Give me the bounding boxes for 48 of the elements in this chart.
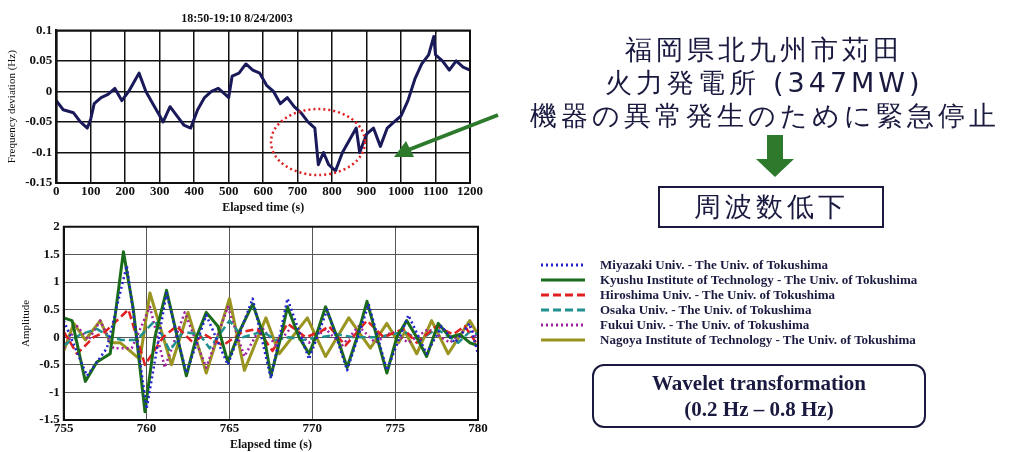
y-tick-label: 0.5 xyxy=(43,300,61,316)
x-tick-label: 1100 xyxy=(422,183,449,199)
x-tick-label: 300 xyxy=(149,183,170,199)
y-tick-label: -0.5 xyxy=(39,356,61,372)
x-tick-label: 100 xyxy=(81,183,101,199)
x-tick-label: 1200 xyxy=(457,183,483,199)
legend-label: Fukui Univ. - The Univ. of Tokushima xyxy=(600,316,810,333)
y-axis-title: Frequency deviation (Hz) xyxy=(5,49,19,164)
x-tick-label: 1000 xyxy=(388,183,415,199)
legend-label: Nagoya Institute of Technology - The Univ. of Tokushima xyxy=(600,331,916,348)
x-tick-label: 800 xyxy=(322,183,342,199)
legend-label: Kyushu Institute of Technology - The Univ. of Tokushima xyxy=(600,271,918,288)
x-axis-title: Elapsed time (s) xyxy=(229,436,312,451)
x-tick-label: 700 xyxy=(287,183,308,199)
y-tick-label: -1 xyxy=(48,383,60,399)
x-tick-label: 765 xyxy=(219,420,240,436)
x-tick-label: 775 xyxy=(385,420,406,436)
x-tick-label: 400 xyxy=(184,183,204,199)
y-tick-label: -0.05 xyxy=(25,113,53,129)
legend-label: Miyazaki Univ. - The Univ. of Tokushima xyxy=(600,256,829,273)
text: 機器の異常発生のために緊急停止 xyxy=(528,99,1001,132)
x-tick-label: 760 xyxy=(136,420,157,436)
x-tick-label: 200 xyxy=(115,183,135,199)
chart-title: 18:50-19:10 8/24/2003 xyxy=(181,11,293,26)
y-tick-label: 0.05 xyxy=(29,52,53,68)
text: 火力発電所 (347MW) xyxy=(604,66,925,99)
y-tick-label: 2 xyxy=(53,218,60,234)
text: 周波数低下 xyxy=(658,186,884,228)
x-tick-label: 900 xyxy=(356,183,377,199)
y-tick-label: -0.1 xyxy=(31,143,53,159)
x-tick-label: 600 xyxy=(253,183,273,199)
legend-label: Osaka Univ. - The Univ. of Tokushima xyxy=(600,301,812,318)
y-tick-label: -0.15 xyxy=(25,174,53,190)
x-tick-label: 770 xyxy=(302,420,323,436)
y-tick-label: 1 xyxy=(53,273,60,289)
x-tick-label: 780 xyxy=(468,420,488,436)
line-series xyxy=(63,319,478,353)
x-tick-label: 500 xyxy=(218,183,239,199)
y-tick-label: 0 xyxy=(53,328,60,344)
y-tick-label: 0.1 xyxy=(36,21,53,37)
text: (0.2 Hz – 0.8 Hz) xyxy=(683,396,835,422)
text: 福岡県北九州市苅田 xyxy=(624,33,905,66)
x-axis-title: Elapsed time (s) xyxy=(222,199,305,214)
text: Wavelet transformation xyxy=(650,370,867,396)
y-axis-title: Amplitude xyxy=(19,299,32,347)
y-tick-label: 0 xyxy=(45,82,53,98)
y-tick-label: 1.5 xyxy=(43,245,61,261)
legend-label: Hiroshima Univ. - The Univ. of Tokushima xyxy=(600,286,836,303)
